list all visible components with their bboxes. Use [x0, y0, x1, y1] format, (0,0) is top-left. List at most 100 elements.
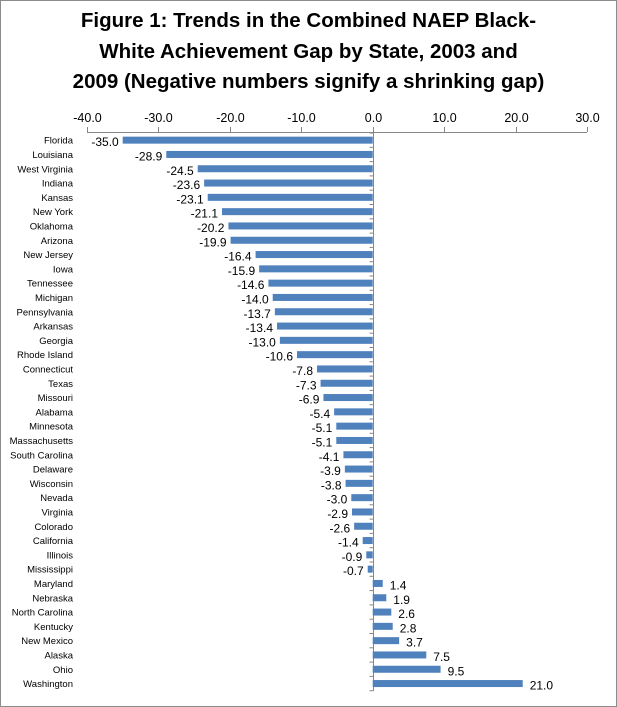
data-label: -23.1	[176, 192, 204, 206]
data-label: 1.9	[393, 593, 410, 607]
data-label: -35.0	[91, 135, 119, 149]
title-line: Figure 1: Trends in the Combined NAEP Bl…	[80, 9, 537, 32]
data-label: -20.2	[197, 221, 225, 235]
category-label: Nevada	[40, 493, 73, 504]
data-label: -15.9	[228, 264, 256, 278]
category-label: Alaska	[44, 650, 73, 661]
category-label: New Mexico	[21, 636, 73, 647]
category-label: Maryland	[34, 579, 73, 590]
category-label: Georgia	[39, 336, 74, 347]
category-label: Mississippi	[27, 565, 73, 576]
bar	[272, 293, 373, 301]
category-label: Rhode Island	[17, 350, 73, 361]
bar	[122, 136, 373, 144]
bar	[277, 322, 373, 330]
bar	[297, 351, 373, 359]
data-label: -21.1	[191, 207, 219, 221]
bar	[274, 308, 373, 316]
bar	[222, 208, 373, 216]
data-label: -3.0	[327, 493, 348, 507]
data-label: 1.4	[390, 578, 407, 592]
bar	[372, 637, 400, 645]
title-line: White Achievement Gap by State, 2003 and	[99, 39, 518, 63]
category-label: Iowa	[53, 264, 74, 275]
category-label: New Jersey	[23, 250, 73, 261]
bar	[207, 193, 373, 201]
bar	[372, 680, 523, 688]
x-tick-label: -40.0	[73, 111, 102, 125]
data-label: 21.0	[530, 679, 554, 693]
data-label: -7.8	[292, 364, 313, 378]
bar	[230, 236, 373, 244]
data-label: -0.9	[342, 550, 363, 564]
category-label: California	[33, 536, 74, 547]
data-label: 3.7	[406, 636, 423, 650]
category-label: Massachusetts	[10, 436, 74, 447]
data-label: -14.6	[237, 278, 265, 292]
category-label: Nebraska	[32, 593, 73, 604]
bar	[197, 165, 373, 173]
category-label: Missouri	[38, 393, 73, 404]
category-label: Florida	[44, 136, 74, 147]
bar	[255, 251, 373, 259]
data-label: 7.5	[433, 650, 450, 664]
bar	[352, 508, 373, 516]
data-label: -5.1	[312, 435, 333, 449]
bar	[366, 551, 373, 559]
category-label: Delaware	[33, 465, 73, 476]
bar	[259, 265, 373, 273]
bar	[268, 279, 373, 287]
category-label: Illinois	[47, 550, 74, 561]
bar	[372, 622, 393, 630]
category-label: Virginia	[41, 507, 73, 518]
chart-title: Figure 1: Trends in the Combined NAEP Bl…	[0, 6, 617, 98]
category-label: Pennsylvania	[16, 307, 73, 318]
category-label: Texas	[48, 379, 73, 390]
category-label: Minnesota	[29, 422, 74, 433]
category-label: Arizona	[41, 236, 74, 247]
data-label: -28.9	[135, 149, 163, 163]
bar	[344, 465, 373, 473]
title-line: 2009 (Negative numbers signify a shrinki…	[72, 70, 545, 93]
category-label: Oklahoma	[30, 221, 74, 232]
bar	[228, 222, 373, 230]
bar	[351, 494, 373, 502]
data-label: -3.8	[321, 478, 342, 492]
data-label: -5.4	[309, 407, 330, 421]
category-label: Kansas	[41, 193, 73, 204]
data-label: 2.6	[398, 607, 415, 621]
bar	[336, 436, 373, 444]
x-tick-label: 10.0	[432, 111, 456, 125]
category-label: Indiana	[42, 179, 74, 190]
data-label: -19.9	[199, 235, 227, 249]
data-label: -2.9	[327, 507, 348, 521]
data-label: -7.3	[296, 378, 317, 392]
bar	[362, 537, 373, 545]
category-label: Wisconsin	[30, 479, 73, 490]
x-tick-label: -10.0	[287, 111, 316, 125]
data-label: -13.0	[248, 335, 276, 349]
data-label: -0.7	[343, 564, 364, 578]
category-label: West Virginia	[17, 164, 73, 175]
data-label: -4.1	[319, 450, 340, 464]
category-label: Kentucky	[34, 622, 73, 633]
data-label: -3.9	[320, 464, 341, 478]
data-label: -16.4	[224, 250, 252, 264]
bar	[334, 408, 373, 416]
bar	[320, 379, 373, 387]
x-tick-label: -30.0	[144, 111, 173, 125]
data-label: -14.0	[241, 292, 269, 306]
x-tick-label: 20.0	[504, 111, 528, 125]
bar	[372, 579, 383, 587]
category-label: Michigan	[35, 293, 73, 304]
data-label: -1.4	[338, 536, 359, 550]
category-label: Alabama	[36, 407, 74, 418]
bar	[343, 451, 373, 459]
data-label: -10.6	[266, 350, 294, 364]
data-label: 9.5	[448, 664, 465, 678]
bar	[372, 594, 387, 602]
bar	[323, 394, 373, 402]
bar	[317, 365, 373, 373]
category-label: Tennessee	[27, 279, 73, 290]
